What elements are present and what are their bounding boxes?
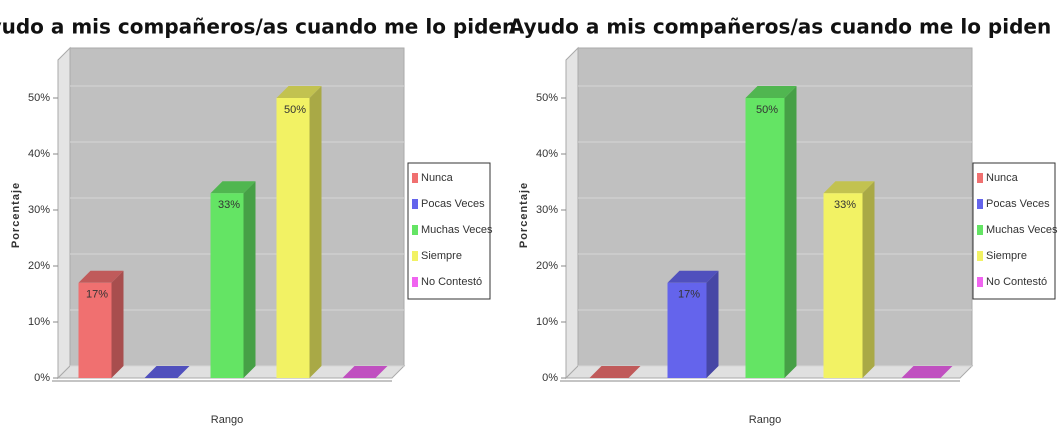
legend-label: Muchas Veces: [421, 224, 493, 236]
legend-label: No Contestó: [421, 276, 482, 288]
legend-label: Pocas Veces: [986, 198, 1050, 210]
legend-box: [972, 162, 1056, 300]
value-label: 17%: [678, 289, 700, 301]
x-axis-label: Rango: [211, 414, 243, 426]
value-label: 33%: [834, 199, 856, 211]
legend-label: No Contestó: [986, 276, 1047, 288]
value-label: 17%: [86, 289, 108, 301]
bar-top: [589, 366, 641, 378]
y-tick-label: 40%: [28, 148, 50, 160]
bar: [745, 98, 785, 378]
legend-swatch: [412, 277, 418, 287]
bar-top: [823, 181, 875, 194]
legend-swatch: [412, 199, 418, 209]
bar: [210, 193, 244, 378]
legend-label: Pocas Veces: [421, 198, 485, 210]
legend-label: Nunca: [421, 172, 454, 184]
bar-side: [243, 181, 256, 378]
legend-box: [407, 162, 491, 300]
legend-label: Muchas Veces: [986, 224, 1058, 236]
bar: [823, 193, 863, 378]
legend-swatch: [412, 173, 418, 183]
bar-top: [901, 366, 953, 378]
legend-swatch: [412, 225, 418, 235]
value-label: 50%: [756, 104, 778, 116]
bar-top: [667, 270, 719, 283]
y-tick-label: 30%: [28, 204, 50, 216]
legend-swatch: [977, 199, 983, 209]
y-tick-label: 10%: [536, 316, 558, 328]
y-tick-label: 20%: [536, 260, 558, 272]
left-wall: [57, 46, 71, 380]
bar-side: [862, 181, 875, 378]
legend-label: Siempre: [421, 250, 462, 262]
bar-top: [210, 181, 256, 194]
left-wall: [565, 46, 579, 380]
y-tick-label: 0%: [542, 372, 558, 384]
y-tick-label: 50%: [28, 92, 50, 104]
legend-label: Nunca: [986, 172, 1019, 184]
x-axis-label: Rango: [749, 414, 781, 426]
bar-top: [342, 366, 388, 378]
value-label: 50%: [284, 104, 306, 116]
y-tick-label: 50%: [536, 92, 558, 104]
bar-top: [276, 86, 322, 98]
legend-label: Siempre: [986, 250, 1027, 262]
bar-side: [784, 86, 797, 378]
bar-top: [78, 270, 124, 283]
chart-title: Ayudo a mis compañeros/as cuando me lo p…: [509, 15, 1051, 39]
bar-side: [706, 270, 719, 378]
bar-top: [745, 86, 797, 98]
legend-swatch: [977, 251, 983, 261]
value-label: 33%: [218, 199, 240, 211]
y-tick-label: 40%: [536, 148, 558, 160]
legend-swatch: [977, 277, 983, 287]
bar: [276, 98, 310, 378]
y-tick-label: 30%: [536, 204, 558, 216]
y-tick-label: 20%: [28, 260, 50, 272]
bar: [667, 282, 707, 378]
legend-swatch: [977, 225, 983, 235]
bar-top: [144, 366, 190, 378]
y-tick-label: 10%: [28, 316, 50, 328]
chart-title: Ayudo a mis compañeros/as cuando me lo p…: [0, 15, 516, 39]
bar: [78, 282, 112, 378]
legend-swatch: [977, 173, 983, 183]
legend-swatch: [412, 251, 418, 261]
y-axis-label: Porcentaje: [518, 182, 530, 248]
bar-side: [111, 270, 124, 378]
y-axis-label: Porcentaje: [10, 182, 22, 248]
bar-side: [309, 86, 322, 378]
y-tick-label: 0%: [34, 372, 50, 384]
